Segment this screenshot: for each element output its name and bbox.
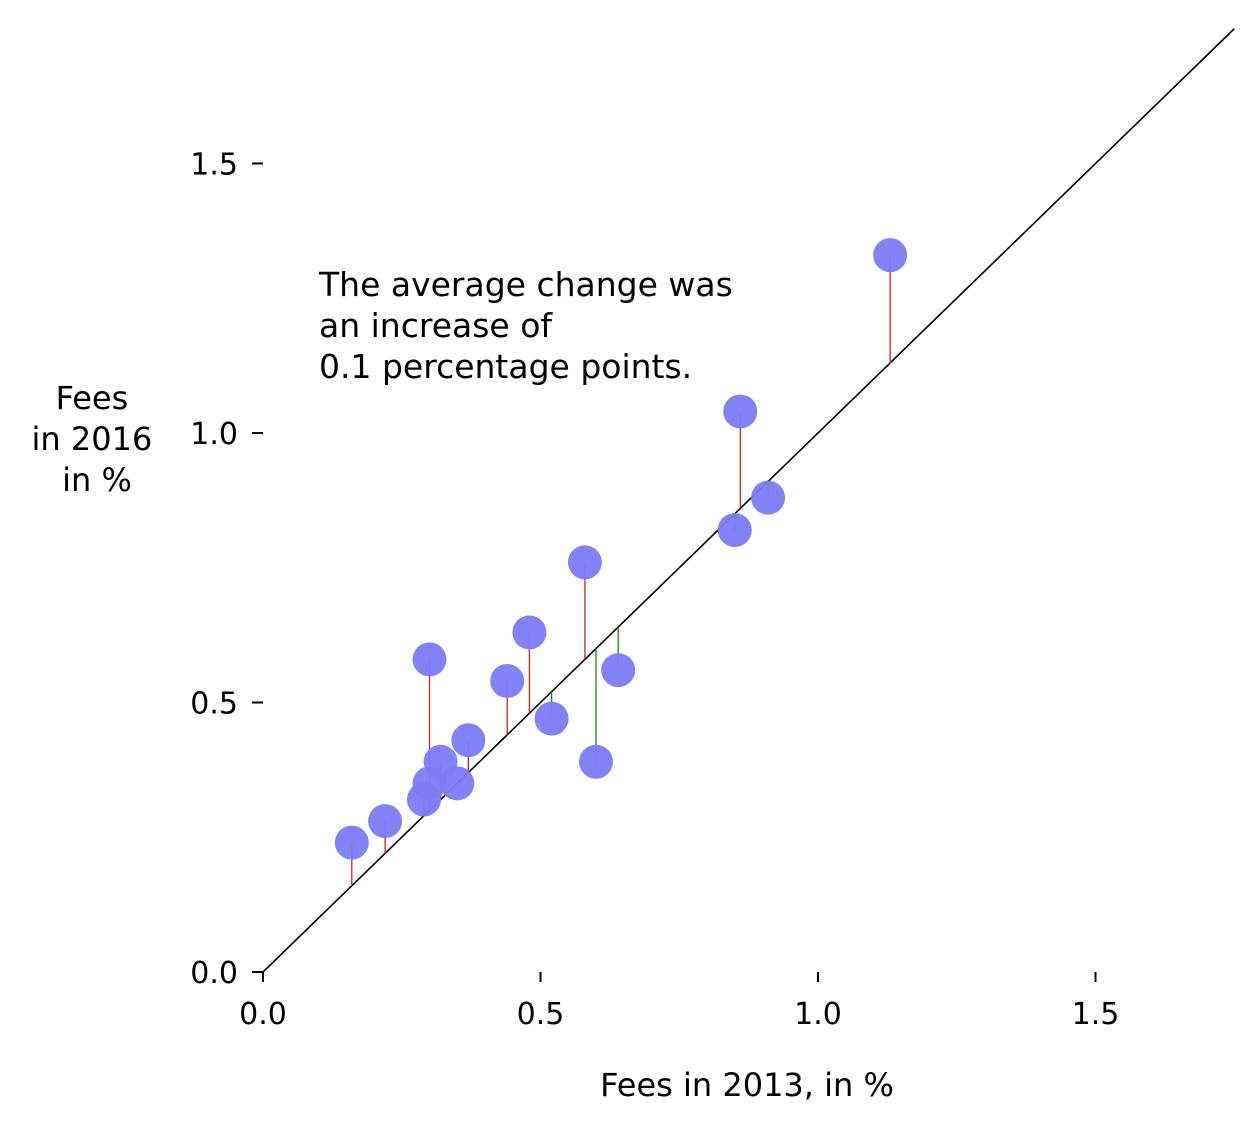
y-axis-label-line-3: in % [62,461,132,499]
y-axis-label-line-2: in 2016 [32,420,153,458]
data-points-layer [334,238,908,860]
annotation-line-3: 0.1 percentage points. [319,347,692,386]
annotation-line-2: an increase of [319,306,553,345]
data-point [451,723,486,758]
reference-line-layer [262,28,1235,973]
data-point [723,394,758,429]
y-axis-label: Fees in 2016 in % [32,379,163,499]
data-point [368,804,403,839]
x-tick-label: 0.0 [239,997,287,1032]
x-tick-label: 1.5 [1072,997,1120,1032]
data-point [534,701,569,736]
data-point [751,480,786,515]
annotation-line-1: The average change was [318,265,733,304]
average-change-annotation: The average change was an increase of 0.… [318,265,743,386]
data-point [334,825,369,860]
x-tick-label: 1.0 [794,997,842,1032]
data-point [873,238,908,273]
data-point [717,513,752,548]
axes-layer: 0.0 0.5 1.0 1.5 0.0 0.5 1.0 1.5 [190,148,1119,1033]
data-point [601,653,636,688]
reference-line-y-equals-x [262,28,1235,973]
data-point [567,545,602,580]
x-tick-label: 0.5 [517,997,565,1032]
data-point [490,663,525,698]
y-axis-label-line-1: Fees [56,379,129,417]
data-point [512,615,547,650]
data-point [579,744,613,779]
data-point [440,766,475,801]
y-tick-label: 0.5 [190,687,238,722]
data-point [412,642,447,677]
y-tick-label: 0.0 [190,956,238,991]
y-tick-label: 1.5 [190,148,238,183]
y-tick-label: 1.0 [190,417,238,452]
x-axis-label: Fees in 2013, in % [600,1066,894,1104]
